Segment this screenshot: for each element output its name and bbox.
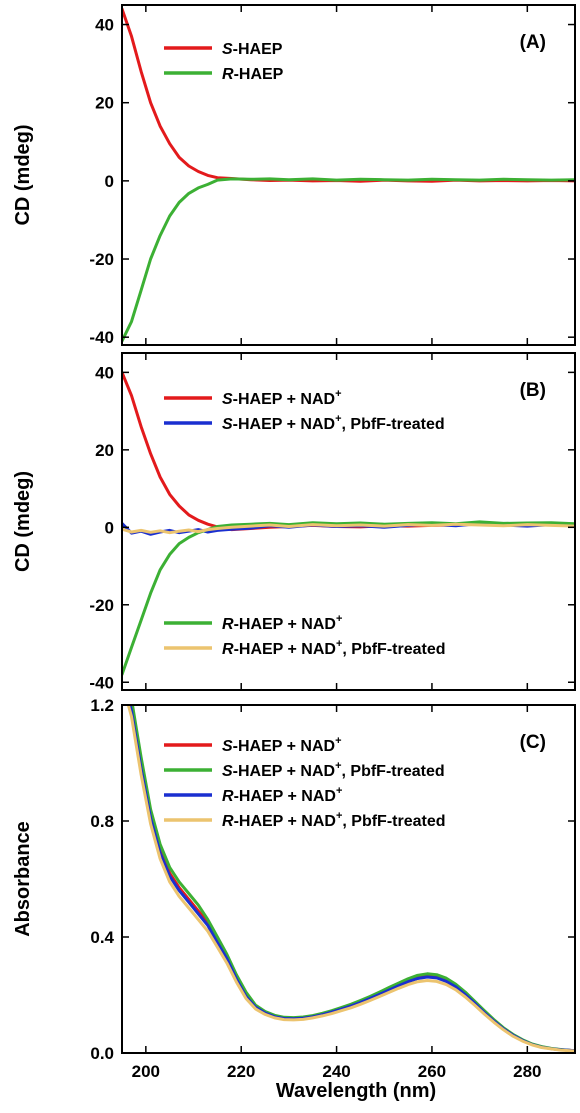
y-tick-label: -40 xyxy=(89,328,114,347)
panel-label: (C) xyxy=(520,732,546,753)
panel-label: (A) xyxy=(520,32,546,53)
panels: -40 -20 0 20 40 CD (mdeg) (A) S-HAEP R-HAEP -40 -2… xyxy=(12,4,576,1081)
legend-label: R-HAEP xyxy=(222,66,284,83)
legend: S-HAEP + NAD+ S-HAEP + NAD+, PbfF-treated… xyxy=(164,388,446,658)
y-tick-label: 40 xyxy=(95,363,114,382)
legend-label: R-HAEP + NAD+, PbfF-treated xyxy=(222,810,446,830)
plot-frame xyxy=(121,4,576,346)
series-line-2 xyxy=(130,705,575,1053)
x-tick-label: 260 xyxy=(418,1062,446,1081)
y-tick-label: 0.8 xyxy=(90,812,114,831)
series-group xyxy=(122,7,575,343)
y-axis-title: CD (mdeg) xyxy=(12,471,34,572)
series-line-3 xyxy=(122,520,575,676)
legend-label: S-HAEP + NAD+ xyxy=(222,735,342,755)
panel-c: 0.0 0.4 0.8 1.2 200 220 240 260 280 Absorbance (C)… xyxy=(12,696,576,1081)
legend: S-HAEP + NAD+ S-HAEP + NAD+, PbfF-treated… xyxy=(164,735,446,830)
x-tick-label: 200 xyxy=(132,1062,160,1081)
legend-label: R-HAEP + NAD+ xyxy=(222,785,342,805)
x-axis-title: Wavelength (nm) xyxy=(276,1080,436,1102)
legend-label: S-HAEP xyxy=(222,41,283,58)
panel-label: (B) xyxy=(520,380,546,401)
legend-label: S-HAEP + NAD+, PbfF-treated xyxy=(222,760,445,780)
series-group xyxy=(122,370,575,676)
legend-label: S-HAEP + NAD+, PbfF-treated xyxy=(222,413,445,433)
panel-a: -40 -20 0 20 40 CD (mdeg) (A) S-HAEP R-HAEP xyxy=(12,4,576,347)
y-tick-label: 0.0 xyxy=(90,1044,114,1063)
y-tick-label: 0 xyxy=(105,172,114,191)
y-tick-label: 1.2 xyxy=(90,696,114,715)
y-tick-label: 0 xyxy=(105,518,114,537)
series-line-4 xyxy=(126,705,575,1053)
y-tick-label: 40 xyxy=(95,16,114,35)
plot-frame xyxy=(121,704,576,1054)
legend: S-HAEP R-HAEP xyxy=(164,41,284,83)
y-axis-title: CD (mdeg) xyxy=(12,124,34,225)
series-line-4 xyxy=(122,522,575,535)
y-axis-title: Absorbance xyxy=(12,821,34,937)
series-line-1 xyxy=(122,370,575,532)
legend-label: R-HAEP + NAD+ xyxy=(222,613,342,633)
series-line-1 xyxy=(129,705,575,1053)
y-tick-label: 20 xyxy=(95,441,114,460)
series-line-2 xyxy=(122,177,575,343)
legend-label: R-HAEP + NAD+, PbfF-treated xyxy=(222,638,446,658)
y-tick-label: -40 xyxy=(89,673,114,692)
y-tick-label: 0.4 xyxy=(90,928,114,947)
y-tick-label: -20 xyxy=(89,596,114,615)
y-tick-label: -20 xyxy=(89,250,114,269)
legend-label: S-HAEP + NAD+ xyxy=(222,388,342,408)
x-tick-label: 220 xyxy=(227,1062,255,1081)
x-tick-label: 280 xyxy=(513,1062,541,1081)
series-group xyxy=(126,705,575,1053)
y-tick-label: 20 xyxy=(95,94,114,113)
series-line-3 xyxy=(128,705,575,1053)
series-line-1 xyxy=(122,7,575,183)
plot-frame xyxy=(121,352,576,691)
x-tick-label: 240 xyxy=(322,1062,350,1081)
